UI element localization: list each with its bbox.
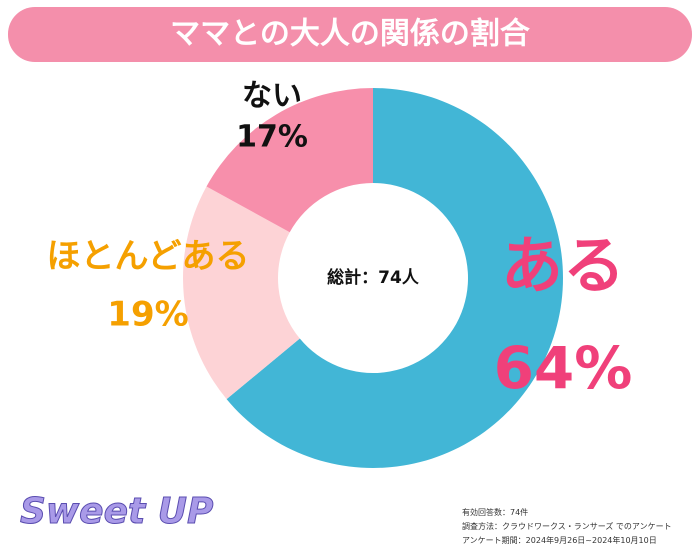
slice: [182, 186, 300, 400]
category-label: ある: [501, 229, 625, 302]
category-label: ない: [242, 79, 302, 114]
slice: [206, 88, 373, 233]
center-label: 総計：74人: [327, 267, 420, 288]
note: 調査方法：クラウドワークス・ランサーズ でのアンケート: [462, 521, 672, 531]
slice: [226, 88, 563, 468]
category-label: ほとんどある: [47, 237, 250, 277]
note: 有効回答数：74件: [462, 507, 528, 517]
value-label: 19%: [107, 295, 188, 335]
brand-logo: Sweet UP: [20, 491, 213, 532]
note: アンケート期間：2024年9月26日~2024年10月10日: [462, 535, 657, 545]
value-label: 17%: [236, 120, 308, 155]
value-label: 64%: [494, 334, 633, 402]
chart-title: ママとの大人の関係の割合: [170, 17, 530, 52]
title-banner: [8, 7, 692, 62]
